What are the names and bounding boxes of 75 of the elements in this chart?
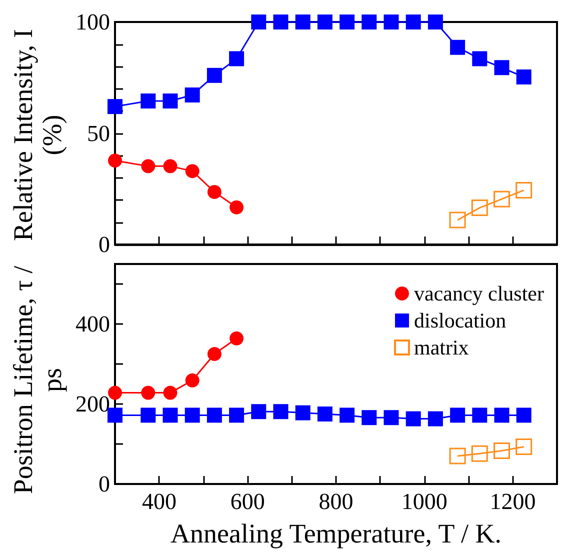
legend-label: vacancy cluster xyxy=(414,282,544,306)
point xyxy=(516,408,532,423)
point xyxy=(450,40,466,55)
point xyxy=(471,445,488,462)
point xyxy=(494,442,510,460)
point xyxy=(494,60,510,76)
point xyxy=(295,405,310,420)
point xyxy=(428,14,443,30)
point xyxy=(472,51,488,66)
point xyxy=(472,408,488,423)
x-tick-label: 600 xyxy=(230,489,265,514)
point xyxy=(494,408,510,423)
x-tick-label: 800 xyxy=(318,489,354,514)
point xyxy=(428,411,443,426)
point xyxy=(162,408,178,423)
point xyxy=(230,331,244,346)
point xyxy=(229,51,244,66)
point xyxy=(185,164,200,178)
point xyxy=(184,408,200,423)
point xyxy=(494,190,510,208)
point xyxy=(251,404,266,420)
point xyxy=(141,159,156,174)
point xyxy=(406,411,421,426)
point xyxy=(406,14,421,30)
y-tick-label: 400 xyxy=(76,312,110,336)
point xyxy=(251,14,266,30)
point xyxy=(185,373,200,388)
point xyxy=(206,408,222,423)
point xyxy=(229,408,244,423)
x-tick-label: 400 xyxy=(142,489,176,514)
point xyxy=(362,14,377,30)
point xyxy=(163,159,178,174)
y-tick-label: 50 xyxy=(87,120,110,146)
x-tick-label: 1000 xyxy=(401,489,448,514)
legend-label: dislocation xyxy=(414,308,507,332)
x-tick-label: 1200 xyxy=(490,489,536,514)
point xyxy=(230,200,244,214)
point xyxy=(471,200,488,216)
y-tick-label: 100 xyxy=(76,10,110,34)
point xyxy=(449,448,466,464)
point xyxy=(449,212,466,228)
point xyxy=(273,14,288,30)
point xyxy=(516,69,532,84)
point xyxy=(384,14,399,30)
point xyxy=(317,406,332,422)
point xyxy=(206,68,222,83)
point xyxy=(207,347,222,361)
point xyxy=(140,93,156,108)
point xyxy=(140,408,156,423)
y-axis-title: Positron Lifetime, τ / ps xyxy=(8,264,67,496)
point xyxy=(317,14,332,30)
point xyxy=(273,404,288,420)
point xyxy=(162,93,178,108)
point xyxy=(384,410,399,426)
point xyxy=(362,410,377,426)
point xyxy=(184,87,200,102)
point xyxy=(295,14,310,30)
point xyxy=(340,14,355,30)
point xyxy=(340,408,355,423)
point xyxy=(207,184,222,199)
point xyxy=(141,386,156,400)
point xyxy=(108,99,122,114)
point xyxy=(108,408,122,423)
y-tick-label: 0 xyxy=(98,472,110,496)
point xyxy=(163,386,178,400)
point xyxy=(516,182,532,198)
y-axis-title: Relative Intensity, I (%) xyxy=(8,28,67,243)
point xyxy=(450,408,466,423)
legend-label: matrix xyxy=(414,336,470,360)
x-axis-title: Annealing Temperature, T / K. xyxy=(170,518,502,548)
y-tick-label: 0 xyxy=(98,232,110,257)
point xyxy=(516,438,532,456)
y-tick-label: 200 xyxy=(76,392,110,416)
point xyxy=(108,386,122,400)
point xyxy=(108,154,122,168)
